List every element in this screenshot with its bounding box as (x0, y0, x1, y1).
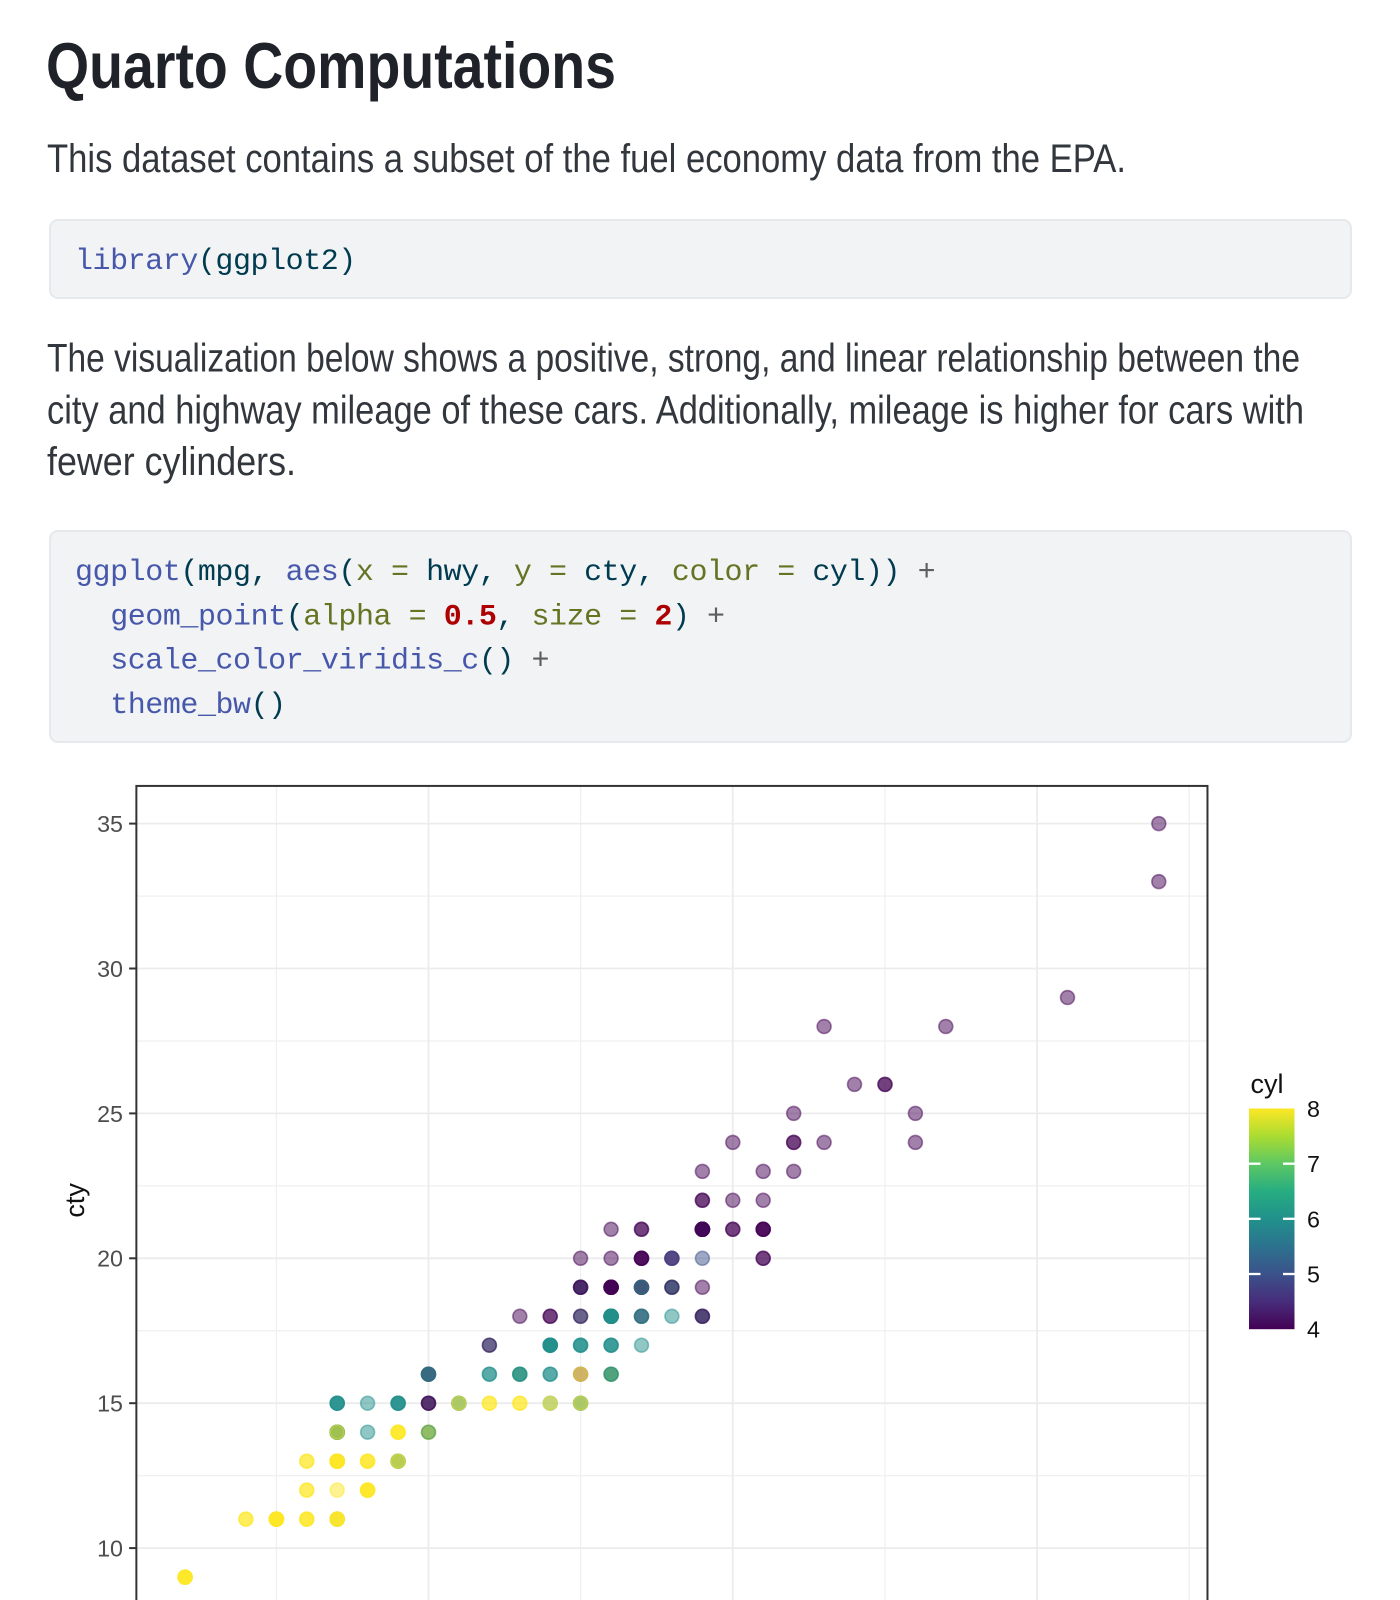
svg-text:theme_bw(): theme_bw() (110, 689, 286, 723)
svg-text:35: 35 (97, 811, 123, 837)
svg-text:5: 5 (1307, 1262, 1320, 1288)
svg-text:7: 7 (1307, 1151, 1320, 1177)
svg-text:city and highway mileage of th: city and highway mileage of these cars. … (47, 388, 1304, 432)
svg-text:6: 6 (1307, 1206, 1320, 1232)
svg-text:geom_point(alpha = 0.5, size =: geom_point(alpha = 0.5, size = 2) + (110, 600, 724, 634)
svg-text:ggplot(mpg, aes(x = hwy, y = c: ggplot(mpg, aes(x = hwy, y = cty, color … (75, 556, 935, 590)
svg-text:4: 4 (1307, 1317, 1320, 1343)
svg-text:cyl: cyl (1251, 1069, 1284, 1099)
svg-text:20: 20 (97, 1246, 123, 1272)
svg-text:scale_color_viridis_c() +: scale_color_viridis_c() + (110, 645, 549, 679)
svg-text:library(ggplot2): library(ggplot2) (75, 245, 356, 279)
svg-text:10: 10 (97, 1536, 123, 1562)
svg-text:30: 30 (97, 956, 123, 982)
svg-text:cty: cty (60, 1183, 90, 1218)
svg-text:The visualization below shows: The visualization below shows a positive… (47, 337, 1300, 381)
svg-text:15: 15 (97, 1391, 123, 1417)
svg-text:8: 8 (1307, 1096, 1320, 1122)
svg-text:This dataset contains a subset: This dataset contains a subset of the fu… (47, 137, 1126, 181)
svg-text:Quarto Computations: Quarto Computations (46, 29, 616, 102)
svg-text:25: 25 (97, 1101, 123, 1127)
svg-text:fewer cylinders.: fewer cylinders. (47, 440, 296, 484)
